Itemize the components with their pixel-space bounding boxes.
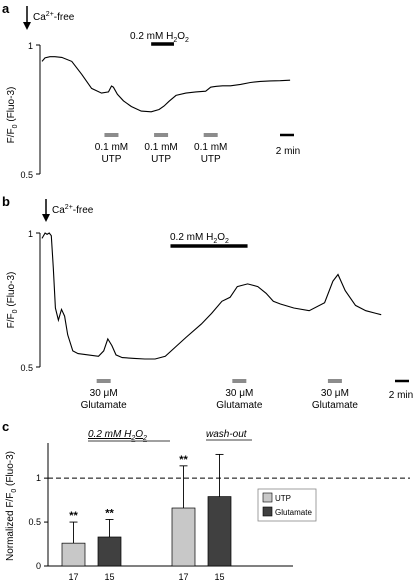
n-label-glutamate-0: 15 [104,572,114,582]
a-stimulus-bar-2 [203,133,218,137]
b-stimulus-agent-1: Glutamate [216,400,263,411]
b-stimulus-bar-1 [232,379,247,383]
bar-utp-1 [171,507,196,567]
significance-utp-0: ** [69,510,78,522]
legend-c: UTP Glutamate [257,488,317,522]
y-axis-label-b: F/F0 (Fluo-3) [6,272,19,329]
legend-swatch-utp [262,492,273,503]
a-stimulus-agent-1: UTP [151,154,171,165]
b-stimulus-conc-2: 30 μM [321,388,349,399]
trace-line-a [41,56,291,113]
bar-glutamate-0 [97,536,122,567]
a-stimulus-conc-1: 0.1 mM [144,142,177,153]
y-axis-label-a: F/F0 (Fluo-3) [6,87,19,144]
panel-b: b 1 0.5 F/F0 (Fluo-3) Ca2+-free 0.2 mM H… [2,194,413,411]
b-stimulus-agent-2: Glutamate [312,400,359,411]
h2o2-label-a: 0.2 mM H2O2 [130,31,189,44]
b-stimulus-agent-0: Glutamate [81,400,128,411]
n-label-utp-1: 17 [178,572,188,582]
ca-free-label-b: Ca2+-free [52,204,94,216]
a-stimulus-bar-1 [154,133,169,137]
b-stimulus-conc-0: 30 μM [90,388,118,399]
y-tick-label-c-1: 0.5 [28,517,41,527]
n-label-glutamate-1: 15 [214,572,224,582]
bar-utp-0 [61,542,86,567]
y-tick-label-b-05: 0.5 [20,363,33,373]
group-label-h2o2: 0.2 mM H2O2 [88,429,147,442]
legend-swatch-glutamate [262,506,273,517]
panel-letter-b: b [2,194,10,209]
significance-utp-1: ** [179,454,188,466]
a-stimulus-bar-0 [104,133,119,137]
legend-label-utp: UTP [275,494,291,503]
y-tick-label-b-1: 1 [28,229,33,239]
y-tick-label-c-2: 1 [36,473,41,483]
ca-free-arrowhead-b [42,214,50,222]
a-stimulus-conc-2: 0.1 mM [194,142,227,153]
h2o2-label-b: 0.2 mM H2O2 [170,232,229,245]
a-stimulus-agent-2: UTP [201,154,221,165]
b-stimulus-bar-0 [96,379,111,383]
panel-letter-a: a [2,1,10,16]
y-tick-label-c-0: 0 [36,561,41,571]
significance-glutamate-0: ** [105,507,114,519]
panel-a: a 1 0.5 F/F0 (Fluo-3) Ca2+-free 0.2 mM H… [2,1,300,180]
y-axis-label-c: Normalized F/F0 (Fluo-3) [5,451,18,561]
y-tick-label-a-05: 0.5 [20,170,33,180]
n-label-utp-0: 17 [68,572,78,582]
trace-line-b [41,232,382,360]
group-label-washout: wash-out [206,429,248,440]
ca-free-label-a: Ca2+-free [33,11,75,23]
bar-glutamate-1 [207,496,232,567]
y-tick-label-a-1: 1 [28,41,33,51]
panel-c: c Normalized F/F0 (Fluo-3) 0.2 mM H2O2 w… [2,419,410,582]
scale-bar-label-b: 2 min [389,390,413,401]
a-stimulus-agent-0: UTP [101,154,121,165]
b-stimulus-bar-2 [327,379,342,383]
panel-letter-c: c [2,419,9,434]
b-stimulus-conc-1: 30 μM [225,388,253,399]
a-stimulus-conc-0: 0.1 mM [95,142,128,153]
bar-chart-c: 0 0.5 1 ** 17 ** 17 ** 15 15 [28,443,410,582]
ca-free-arrowhead-a [23,22,31,30]
legend-label-glutamate: Glutamate [275,508,312,517]
scale-bar-label-a: 2 min [276,146,300,157]
